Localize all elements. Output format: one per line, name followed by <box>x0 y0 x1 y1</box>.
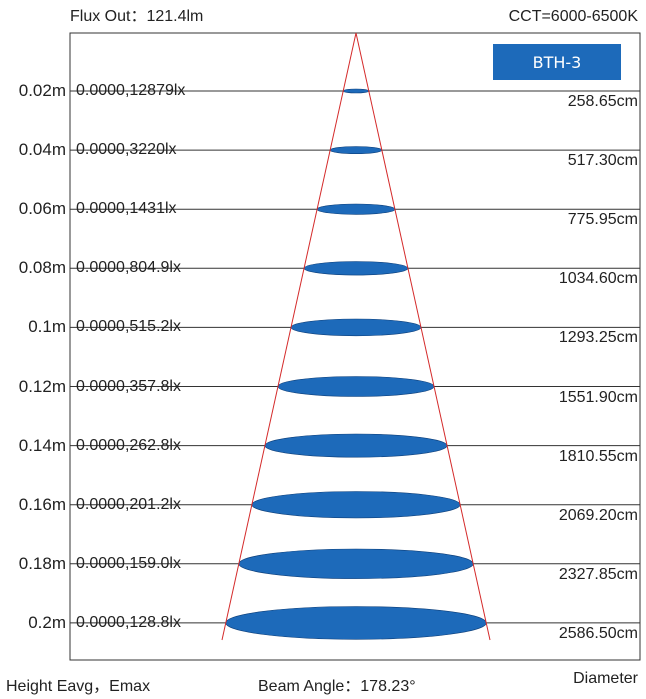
lux-value: 0.0000,201.2lx <box>76 495 181 513</box>
diameter-value: 258.65cm <box>567 93 638 110</box>
light-spot <box>316 203 396 215</box>
diameter-label: Diameter <box>573 670 638 687</box>
height-value: 0.12m <box>18 376 66 396</box>
light-spots <box>225 88 487 640</box>
diameter-value: 1810.55cm <box>558 447 638 465</box>
diameter-value: 775.95cm <box>567 211 638 229</box>
lux-value: 0.0000,804.9lx <box>76 259 181 277</box>
lux-value: 0.0000,12879lx <box>76 82 186 99</box>
lux-value: 0.0000,515.2lx <box>76 318 181 336</box>
lux-value: 0.0000,3220lx <box>76 141 177 159</box>
light-spot <box>342 88 370 94</box>
light-spot <box>329 146 383 154</box>
beam-angle-label: Beam Angle：178.23° <box>258 678 416 695</box>
lux-value: 0.0000,1431lx <box>76 200 177 218</box>
height-value: 0.1m <box>28 317 66 337</box>
cct-label: CCT=6000-6500K <box>508 8 638 25</box>
light-spot <box>251 491 461 519</box>
lux-value: 0.0000,159.0lx <box>76 554 181 572</box>
flux-out-label: Flux Out：121.4lm <box>70 8 204 25</box>
light-spot <box>264 433 448 458</box>
light-spot <box>290 318 422 337</box>
diameter-value: 1034.60cm <box>558 270 638 288</box>
column-labels: Height Eavg，Emax <box>6 678 151 695</box>
diameter-value: 517.30cm <box>567 152 638 170</box>
light-spot <box>238 548 474 579</box>
diameter-value: 1293.25cm <box>558 329 638 347</box>
height-value: 0.08m <box>18 258 66 278</box>
light-spot <box>225 606 487 640</box>
lux-value: 0.0000,262.8lx <box>76 436 181 454</box>
light-spot <box>277 376 435 397</box>
lux-value: 0.0000,128.8lx <box>76 613 181 631</box>
diameter-value: 2069.20cm <box>558 506 638 524</box>
height-value: 0.04m <box>18 140 66 160</box>
height-value: 0.18m <box>18 553 66 573</box>
diameter-value: 2586.50cm <box>558 624 638 642</box>
light-spot <box>303 261 409 276</box>
beam-edge-right <box>355 32 491 641</box>
beam-edge-left <box>221 32 357 641</box>
diameter-value: 2327.85cm <box>558 565 638 583</box>
diagram-frame <box>69 32 641 661</box>
lux-value: 0.0000,357.8lx <box>76 377 181 395</box>
height-value: 0.06m <box>18 199 66 219</box>
grid-lines <box>70 90 640 624</box>
height-value: 0.02m <box>18 81 66 100</box>
height-value: 0.14m <box>18 435 66 455</box>
diameter-value: 1551.90cm <box>558 388 638 406</box>
height-value: 0.16m <box>18 494 66 514</box>
model-badge: BTH-3 <box>493 44 621 80</box>
height-value: 0.2m <box>28 612 66 632</box>
